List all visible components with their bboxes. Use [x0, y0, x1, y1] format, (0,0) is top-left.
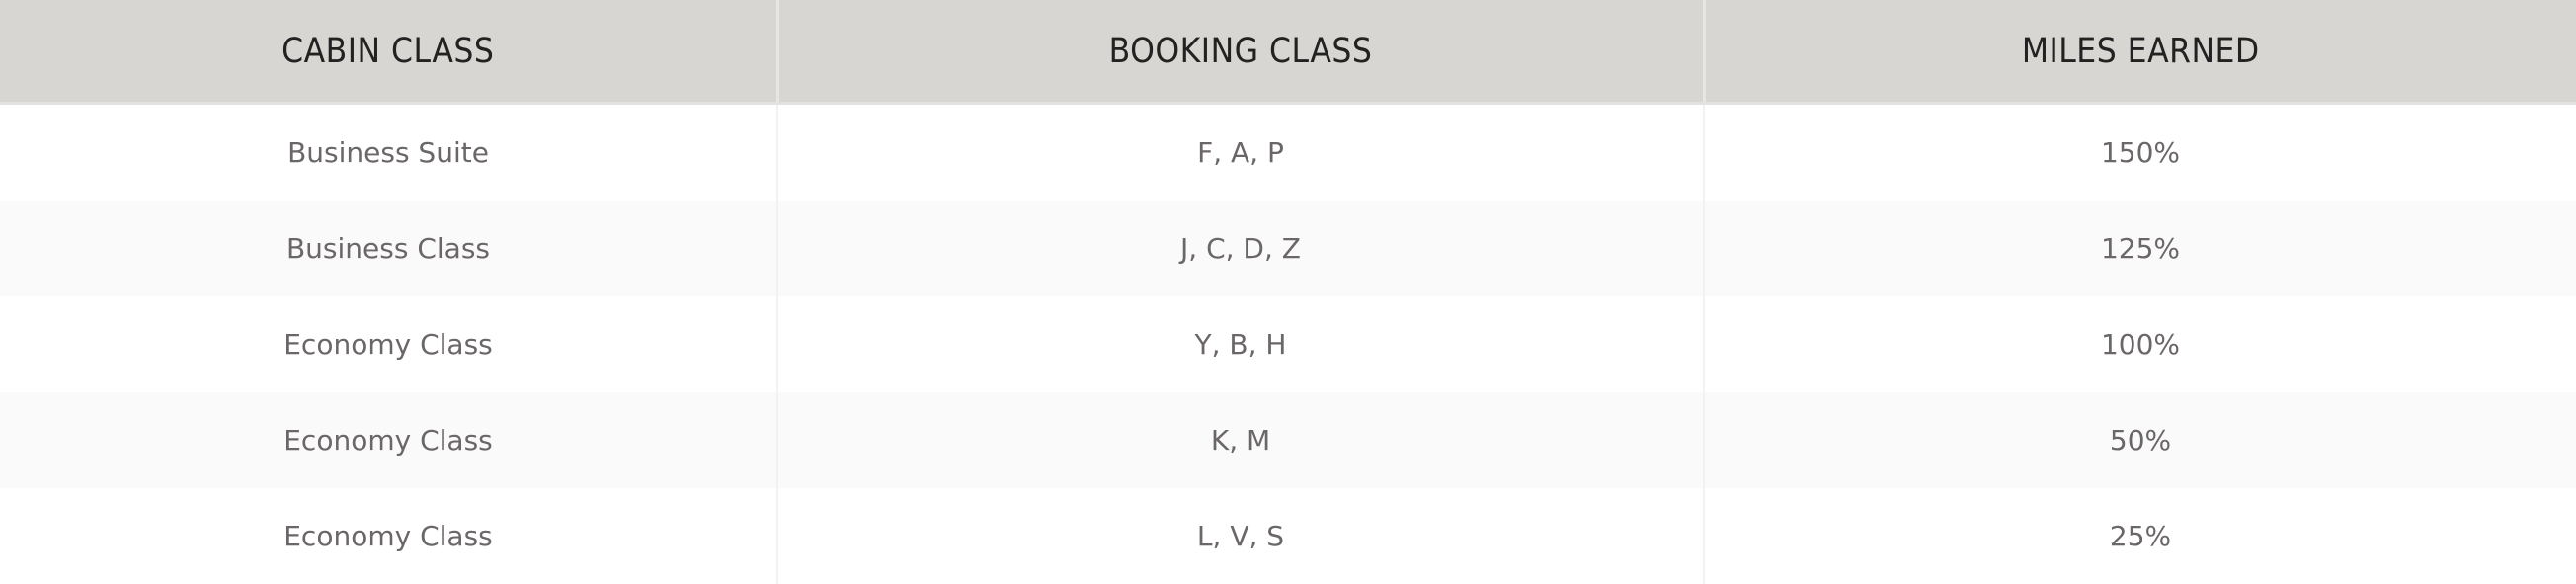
booking-class-cell: Y, B, H [777, 296, 1705, 392]
table-row: Economy Class K, M 50% [0, 392, 2576, 488]
miles-earned-cell: 150% [2100, 136, 2181, 169]
miles-earned-cell: 125% [1704, 201, 2576, 296]
miles-earned-cell: 50% [1704, 392, 2576, 488]
table-row: Economy Class Y, B, H 100% [0, 296, 2576, 392]
booking-class-cell: L, V, S [777, 488, 1705, 584]
header-cabin-class: CABIN CLASS [0, 0, 779, 105]
cabin-class-cell: Business Suite [0, 103, 778, 201]
cabin-class-cell: Business Class [0, 201, 778, 296]
table-row: Economy Class L, V, S 25% [0, 488, 2576, 584]
cabin-class-cell: Economy Class [0, 488, 778, 584]
booking-class-cell: F, A, P [777, 103, 1705, 201]
header-row: CABIN CLASS BOOKING CLASS MILES EARNED [0, 0, 2576, 105]
table-row: Business Class J, C, D, Z 125% [0, 201, 2576, 296]
header-booking-class: BOOKING CLASS [777, 0, 1706, 105]
booking-class-cell: K, M [777, 392, 1705, 488]
cabin-class-cell: Economy Class [0, 296, 778, 392]
table-row: Business Suite F, A, P 150% [0, 103, 2576, 201]
booking-class-cell: J, C, D, Z [777, 201, 1705, 296]
cabin-class-cell: Economy Class [0, 392, 778, 488]
miles-earned-cell: 100% [2100, 328, 2181, 361]
miles-earned-cell: 25% [2109, 520, 2172, 552]
header-miles-earned: MILES EARNED [1704, 0, 2576, 105]
